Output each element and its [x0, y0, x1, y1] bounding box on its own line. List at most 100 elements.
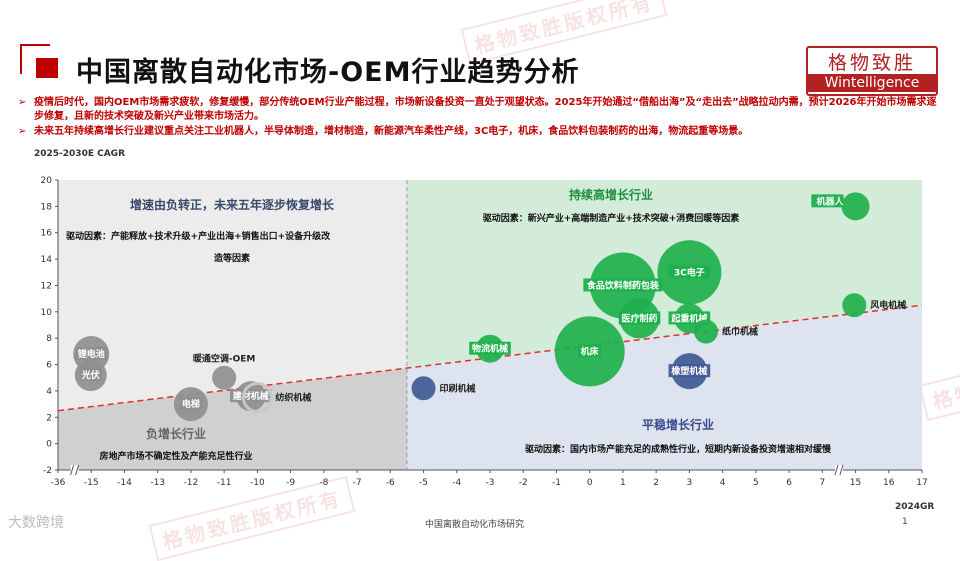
page-title: 中国离散自动化市场-OEM行业趋势分析: [76, 57, 580, 88]
bubble-label-bg: [578, 344, 602, 358]
quadrant-driver: 驱动因素：产能释放+技术升级+产业出海+销售出口+设备升级改: [66, 230, 331, 242]
axis-break-mark: [75, 464, 80, 476]
x-tick-label: -11: [217, 478, 232, 488]
quadrant-layer: [58, 180, 922, 470]
quadrant-driver: 驱动因素：新兴产业+高端制造产业+技术突破+消费回暖等因素: [483, 212, 740, 224]
x-tick-label: -14: [117, 478, 132, 488]
bubble-label-bg: [668, 311, 711, 325]
x-tick-label: -4: [452, 478, 461, 488]
bubble-label-bg: [75, 347, 108, 360]
bullet-text: 疫情后时代，国内OEM市场需求疲软，修复缓慢，部分传统OEM行业产能过程，市场新…: [34, 97, 937, 122]
x-tick-label: -36: [51, 478, 66, 488]
bubble-label-bg: [469, 341, 511, 355]
y-axis-title: 2025-2030E CAGR: [34, 149, 126, 159]
quadrant-driver: 造等因素: [214, 252, 250, 264]
bubble-label: 印刷机械: [440, 382, 476, 394]
logo-en-text: Wintelligence: [808, 74, 936, 92]
y-tick-label: 16: [41, 229, 53, 239]
y-tick-label: 10: [41, 308, 53, 318]
x-tick-label: 15: [850, 478, 861, 488]
bubble-label: 锂电池: [78, 348, 105, 360]
footer-source: 中国离散自动化市场研究: [425, 520, 525, 530]
quadrant-top-left: [58, 180, 407, 411]
bullet-arrow-icon: ➢: [18, 97, 27, 108]
bubble-label: 3C电子: [674, 266, 705, 278]
x-tick-label: 16: [883, 478, 895, 488]
quadrant-title: 增速由负转正，未来五年逐步恢复增长: [130, 197, 335, 212]
bubble-point: [842, 293, 867, 318]
bubble-label: 食品饮料制药包装: [586, 279, 660, 291]
bubble-label: 建材机械: [233, 390, 269, 402]
x-tick-label: -15: [84, 478, 99, 488]
title-marker: [36, 58, 58, 78]
y-tick-label: 4: [46, 387, 52, 397]
bubble-label: 起重机械: [670, 312, 707, 324]
y-tick-label: -2: [43, 466, 52, 476]
y-tick-label: 0: [46, 440, 52, 450]
corner-frame: [20, 44, 50, 74]
bubble-point: [212, 365, 237, 390]
bubble-label: 橡塑机械: [671, 365, 707, 377]
bubble-label: 纺织机械: [275, 392, 311, 404]
bubble-label-bg: [811, 194, 844, 208]
y-tick-label: 14: [41, 255, 53, 265]
x-tick-label: 1: [620, 478, 626, 488]
bubble-point: [841, 192, 870, 221]
x-tick-label: -7: [353, 478, 362, 488]
x-tick-label: 7: [819, 478, 825, 488]
y-tick-label: 6: [46, 361, 52, 371]
bubble-label: 机器人: [817, 195, 845, 207]
x-tick-label: -6: [386, 478, 395, 488]
x-tick-label: -10: [250, 478, 265, 488]
summary-bullets: ➢ 疫情后时代，国内OEM市场需求疲软，修复缓慢，部分传统OEM行业产能过程，市…: [18, 96, 938, 140]
quadrant-driver: 驱动因素：国内市场产能充足的成熟性行业，短期内新设备投资增速相对缓慢: [525, 443, 832, 455]
annotation-layer: 增速由负转正，未来五年逐步恢复增长驱动因素：产能释放+技术升级+产业出海+销售出…: [66, 187, 832, 462]
bubble-point: [694, 319, 718, 344]
x-tick-label: -1: [552, 478, 561, 488]
x-tick-label: 4: [720, 478, 726, 488]
quadrant-bottom-right: [406, 305, 922, 470]
bubble-label: 暖通空调-OEM: [193, 353, 256, 365]
x-tick-label: 0: [587, 478, 593, 488]
bubble-label: 风电机械: [870, 299, 906, 311]
axis-break-mark: [834, 464, 839, 476]
bubble-label: 电梯: [182, 398, 200, 410]
x-tick-label: -3: [486, 478, 495, 488]
x-tick-label: 2: [653, 478, 659, 488]
axis-break-mark: [70, 464, 75, 476]
quadrant-bottom-left: [58, 368, 407, 470]
page-number: 1: [902, 517, 908, 527]
x-tick-label: -5: [419, 478, 428, 488]
y-tick-label: 8: [46, 334, 52, 344]
x-tick-label: -2: [519, 478, 528, 488]
x-tick-label: 3: [687, 478, 693, 488]
bubble-label: 光伏: [81, 369, 100, 381]
quadrant-title: 平稳增长行业: [642, 417, 714, 432]
quadrant-title: 持续高增长行业: [569, 187, 653, 202]
bullet-item: ➢ 未来五年持续高增长行业建议重点关注工业机器人，半导体制造，增材制造，新能源汽…: [18, 125, 938, 139]
bubble-label: 纸巾机械: [722, 326, 758, 338]
axis-break-gap: [70, 465, 79, 475]
bubble-label-bg: [668, 364, 711, 378]
x-tick-label: -9: [286, 478, 295, 488]
brand-logo: 格物致胜 Wintelligence: [806, 46, 938, 96]
y-tick-label: 2: [46, 413, 52, 423]
bullet-arrow-icon: ➢: [18, 126, 27, 137]
x-tick-label: -8: [319, 478, 328, 488]
bubble-label-bg: [583, 278, 663, 292]
bubble-label-bg: [668, 265, 711, 279]
x-tick-label: 6: [786, 478, 792, 488]
bubble-label-bg: [229, 389, 272, 403]
bubble-label-bg: [618, 311, 661, 325]
bullet-item: ➢ 疫情后时代，国内OEM市场需求疲软，修复缓慢，部分传统OEM行业产能过程，市…: [18, 96, 938, 124]
logo-cn-text: 格物致胜: [827, 52, 916, 74]
quadrant-title: 负增长行业: [146, 426, 206, 441]
quadrant-driver: 房地产市场不确定性及产能充足性行业: [99, 450, 252, 462]
bubble-point: [411, 376, 436, 401]
y-tick-label: 12: [41, 281, 52, 291]
bubble-label: 医疗制药: [622, 312, 658, 324]
x-tick-label: 17: [916, 478, 927, 488]
x-tick-label: -13: [150, 478, 165, 488]
